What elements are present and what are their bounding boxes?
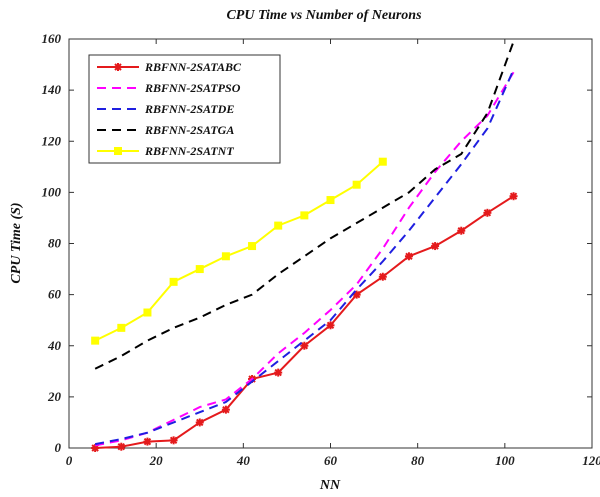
legend-marker bbox=[114, 63, 122, 71]
y-tick-label: 20 bbox=[47, 389, 62, 404]
series-line bbox=[94, 160, 384, 342]
legend-entry: RBFNN-2SATDE bbox=[97, 102, 234, 116]
data-point bbox=[117, 323, 126, 332]
x-axis-label: NN bbox=[319, 478, 341, 493]
data-point bbox=[117, 442, 126, 451]
y-tick-label: 120 bbox=[42, 133, 62, 148]
data-point bbox=[274, 368, 283, 377]
y-tick-label: 140 bbox=[42, 82, 62, 97]
data-point bbox=[143, 437, 152, 446]
data-point bbox=[248, 242, 257, 251]
x-tick-label: 100 bbox=[495, 453, 515, 468]
data-point bbox=[195, 418, 204, 427]
data-point bbox=[221, 405, 230, 414]
y-tick-label: 100 bbox=[42, 184, 62, 199]
data-point bbox=[378, 157, 387, 166]
data-point bbox=[483, 208, 492, 217]
data-point bbox=[91, 336, 100, 345]
data-point bbox=[457, 226, 466, 235]
legend-label: RBFNN-2SATDE bbox=[144, 102, 234, 116]
legend-entry: RBFNN-2SATABC bbox=[97, 60, 242, 74]
y-tick-label: 80 bbox=[48, 236, 62, 251]
data-point bbox=[431, 242, 440, 251]
legend: RBFNN-2SATABC RBFNN-2SATPSO RBFNN-2SATDE RB… bbox=[88, 54, 281, 164]
data-point bbox=[195, 265, 204, 274]
data-point bbox=[352, 180, 361, 189]
series-rbfnn-2satabc bbox=[91, 192, 518, 452]
chart-title: CPU Time vs Number of Neurons bbox=[226, 8, 422, 23]
data-point bbox=[169, 436, 178, 445]
x-tick-label: 60 bbox=[324, 453, 338, 468]
data-point bbox=[169, 277, 178, 286]
x-tick-label: 40 bbox=[236, 453, 251, 468]
data-point bbox=[221, 252, 230, 261]
series-rbfnn-2satga bbox=[94, 41, 515, 370]
data-point bbox=[326, 196, 335, 205]
x-tick-label: 80 bbox=[411, 453, 425, 468]
legend-label: RBFNN-2SATNT bbox=[144, 144, 234, 158]
y-tick-label: 0 bbox=[55, 440, 62, 455]
legend-label: RBFNN-2SATPSO bbox=[144, 81, 241, 95]
data-point bbox=[378, 272, 387, 281]
legend-entry: RBFNN-2SATNT bbox=[97, 144, 234, 158]
series-rbfnn-2satnt bbox=[91, 157, 387, 345]
legend-marker bbox=[114, 147, 122, 155]
legend-entry: RBFNN-2SATPSO bbox=[97, 81, 241, 95]
x-tick-label: 0 bbox=[66, 453, 73, 468]
data-point bbox=[300, 211, 309, 220]
x-tick-label: 20 bbox=[149, 453, 164, 468]
data-point bbox=[143, 308, 152, 317]
series-layer bbox=[91, 41, 518, 452]
legend-entry: RBFNN-2SATGA bbox=[97, 123, 234, 137]
axis-ticks: 0 20 40 60 80 100 120 0 20 40 60 80 100 120 140 160 bbox=[42, 31, 600, 468]
data-point bbox=[509, 192, 518, 201]
data-point bbox=[274, 221, 283, 230]
x-tick-label: 120 bbox=[582, 453, 600, 468]
series-line bbox=[94, 41, 515, 370]
y-tick-label: 60 bbox=[48, 287, 62, 302]
legend-label: RBFNN-2SATGA bbox=[144, 123, 234, 137]
data-point bbox=[300, 341, 309, 350]
series-line bbox=[94, 71, 515, 447]
data-point bbox=[326, 321, 335, 330]
y-tick-label: 40 bbox=[47, 338, 62, 353]
y-axis-label: CPU Time (S) bbox=[9, 202, 24, 283]
data-point bbox=[404, 252, 413, 261]
y-tick-label: 160 bbox=[42, 31, 62, 46]
legend-label: RBFNN-2SATABC bbox=[144, 60, 242, 74]
series-rbfnn-2satpso bbox=[94, 71, 515, 447]
